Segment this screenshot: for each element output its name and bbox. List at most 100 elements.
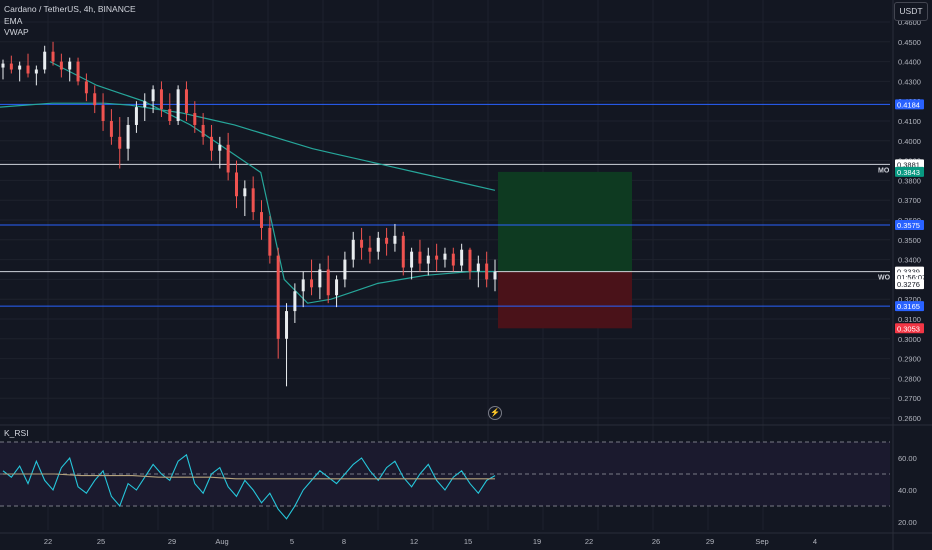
price-label: 0.3339 (897, 268, 920, 277)
candle-body (276, 255, 280, 339)
price-tick-label: 0.4100 (898, 117, 921, 126)
candle-body (260, 212, 264, 228)
level-tag: MO (878, 167, 890, 174)
candle-body (360, 239, 364, 248)
time-tick-label: 22 (585, 537, 593, 546)
time-tick-label: Sep (755, 537, 768, 546)
rsi-tick-label: 40.00 (898, 486, 917, 495)
candle-body (176, 89, 180, 121)
price-tick-label: 0.3700 (898, 196, 921, 205)
time-tick-label: Aug (215, 537, 228, 546)
candle-body (426, 255, 430, 264)
price-tick-label: 0.4400 (898, 58, 921, 67)
candle-body (343, 259, 347, 280)
candle-body (418, 251, 422, 264)
price-label: 0.3165 (897, 302, 920, 311)
candle-body (393, 235, 397, 244)
candle-body (109, 121, 113, 137)
candle-body (476, 263, 480, 272)
candle-body (226, 144, 230, 173)
candle-body (335, 279, 339, 296)
candle-body (9, 63, 13, 70)
price-tick-label: 0.4500 (898, 38, 921, 47)
price-label-bg (895, 323, 924, 334)
candle-body (401, 235, 405, 268)
rsi-tick-label: 60.00 (898, 454, 917, 463)
rsi-line (2, 453, 496, 520)
symbol-title[interactable]: Cardano / TetherUS, 4h, BINANCE (4, 4, 136, 14)
candle-body (93, 93, 97, 106)
candle-body (59, 61, 63, 70)
candle-body (143, 101, 147, 108)
candle-body (184, 89, 188, 114)
price-tick-label: 0.3100 (898, 315, 921, 324)
price-label-bg (895, 159, 924, 170)
candle-body (151, 89, 155, 102)
rsi-tick-label: 20.00 (898, 518, 917, 527)
time-tick-label: 29 (706, 537, 714, 546)
level-tag: WO (878, 275, 891, 282)
candle-body (76, 61, 80, 82)
candle-body (118, 136, 122, 149)
price-tick-label: 0.2700 (898, 394, 921, 403)
price-tick-label: 0.2800 (898, 374, 921, 383)
price-label: 0.3881 (897, 160, 920, 169)
price-tick-label: 0.3500 (898, 236, 921, 245)
time-tick-label: 8 (342, 537, 346, 546)
time-tick-label: 5 (290, 537, 294, 546)
stop-zone (498, 271, 632, 329)
currency-button[interactable]: USDT (894, 2, 928, 21)
time-tick-label: 15 (464, 537, 472, 546)
candle-body (159, 89, 163, 110)
candle-body (34, 69, 38, 74)
price-tick-label: 0.4000 (898, 137, 921, 146)
time-tick-label: 4 (813, 537, 817, 546)
candle-body (293, 291, 297, 312)
candle-body (385, 237, 389, 244)
lightning-icon[interactable]: ⚡ (488, 406, 502, 420)
candle-body (209, 136, 213, 151)
candle-body (251, 188, 255, 213)
price-label: 0.3053 (897, 324, 920, 333)
price-tick-label: 0.3200 (898, 295, 921, 304)
price-label-bg (895, 99, 924, 110)
price-label: 0.3843 (897, 168, 920, 177)
candle-body (310, 279, 314, 288)
rsi-legend[interactable]: K_RSI (4, 428, 29, 438)
time-tick-label: 29 (168, 537, 176, 546)
candle-body (435, 255, 439, 260)
candle-body (134, 107, 138, 125)
price-label: 0.3276 (897, 280, 920, 289)
candle-body (18, 65, 22, 70)
price-tick-label: 0.2600 (898, 414, 921, 423)
candle-body (301, 279, 305, 292)
ema-legend[interactable]: EMA (4, 16, 23, 26)
candle-body (468, 249, 472, 272)
price-tick-label: 0.3400 (898, 256, 921, 265)
candle-body (26, 65, 30, 74)
price-label-bg (895, 301, 924, 312)
candle-body (451, 253, 455, 266)
price-label-bg (895, 219, 924, 230)
price-tick-label: 0.3000 (898, 335, 921, 344)
candle-body (84, 81, 88, 94)
time-tick-label: 12 (410, 537, 418, 546)
candle-body (410, 251, 414, 268)
candle-body (168, 109, 172, 121)
candle-body (218, 144, 222, 151)
vwap-line (49, 61, 495, 304)
candle-body (326, 269, 330, 296)
candle-body (443, 253, 447, 260)
vwap-legend[interactable]: VWAP (4, 27, 29, 37)
candle-body (201, 124, 205, 137)
time-tick-label: 26 (652, 537, 660, 546)
candle-body (51, 51, 55, 62)
price-tick-label: 0.4600 (898, 18, 921, 27)
rsi-ma-line (3, 473, 495, 480)
target-zone (498, 171, 632, 272)
candle-body (234, 172, 238, 197)
price-tick-label: 0.2900 (898, 355, 921, 364)
time-tick-label: 19 (533, 537, 541, 546)
candle-body (243, 188, 247, 197)
